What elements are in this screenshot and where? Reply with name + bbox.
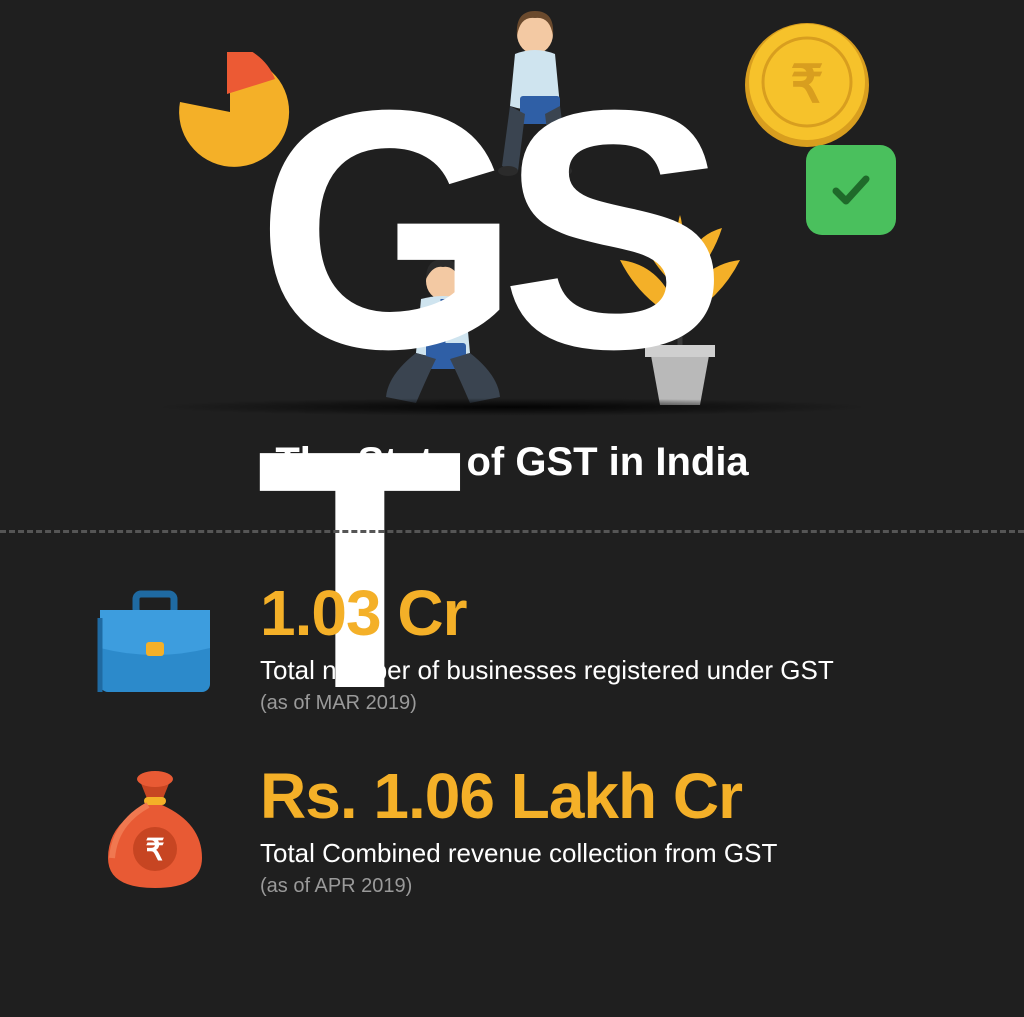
hero-subtitle: The State of GST in India — [0, 440, 1024, 485]
stat-text-businesses: 1.03 Cr Total number of businesses regis… — [260, 580, 834, 715]
stat-note: (as of APR 2019) — [260, 875, 777, 898]
stat-row-businesses: 1.03 Cr Total number of businesses regis… — [90, 580, 934, 715]
stat-desc: Total number of businesses registered un… — [260, 655, 834, 686]
section-divider — [0, 530, 1024, 533]
stat-note: (as of MAR 2019) — [260, 692, 834, 715]
stats-section: 1.03 Cr Total number of businesses regis… — [90, 580, 934, 946]
moneybag-icon: ₹ — [90, 763, 220, 893]
svg-text:₹: ₹ — [790, 56, 823, 114]
letter-s: S — [500, 60, 707, 400]
svg-text:₹: ₹ — [145, 834, 164, 867]
hero-section: ₹ — [0, 0, 1024, 510]
stat-desc: Total Combined revenue collection from G… — [260, 838, 777, 869]
stat-value: Rs. 1.06 Lakh Cr — [260, 763, 777, 830]
stat-text-revenue: Rs. 1.06 Lakh Cr Total Combined revenue … — [260, 763, 777, 898]
letter-g: G — [256, 60, 500, 400]
shadow-ellipse — [152, 398, 872, 416]
checkmark-icon — [806, 145, 896, 235]
stat-row-revenue: ₹ Rs. 1.06 Lakh Cr Total Combined revenu… — [90, 763, 934, 898]
stat-value: 1.03 Cr — [260, 580, 834, 647]
briefcase-icon — [90, 580, 220, 710]
